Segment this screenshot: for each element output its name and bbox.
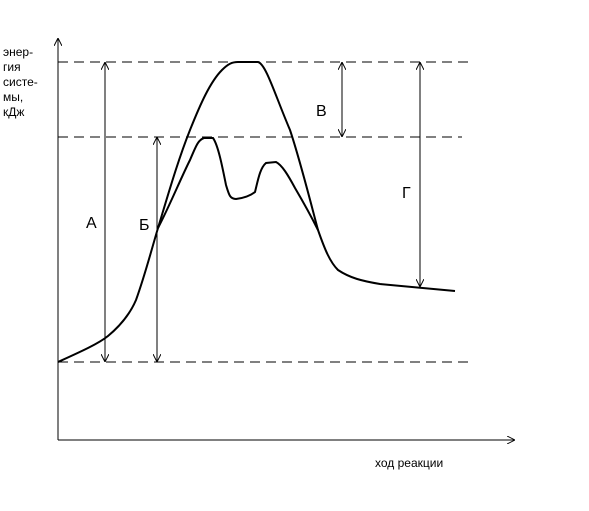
label-a: А: [86, 215, 97, 232]
label-g: Г: [402, 185, 411, 202]
y-axis-label: мы,: [3, 90, 23, 104]
x-axis-label: ход реакции: [375, 456, 443, 470]
catalyzed-curve: [157, 137, 319, 231]
y-axis-label: гия: [3, 60, 21, 74]
y-axis-label: энер-: [3, 45, 33, 59]
y-axis-label: кДж: [3, 105, 24, 119]
y-axis-label: систе-: [3, 75, 38, 89]
label-b: Б: [139, 217, 150, 234]
reaction-curve: [57, 61, 456, 363]
label-v: В: [316, 103, 327, 120]
